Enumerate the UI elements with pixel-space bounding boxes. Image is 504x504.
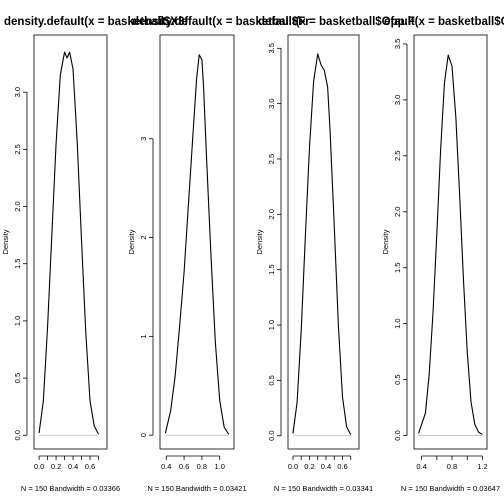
y-tick-label: 2.5 bbox=[267, 154, 276, 164]
y-tick-label: 1.5 bbox=[267, 264, 276, 274]
y-tick-label: 1.0 bbox=[13, 316, 22, 326]
y-tick-label: 1.5 bbox=[393, 263, 402, 273]
x-tick-label: 0.0 bbox=[34, 462, 44, 471]
plot-frame bbox=[287, 34, 360, 450]
y-tick-label: 2 bbox=[139, 235, 148, 239]
y-tick-label: 0.5 bbox=[267, 375, 276, 385]
density-curve bbox=[292, 53, 352, 435]
y-axis-label: Density bbox=[1, 229, 10, 254]
y-axis-label: Density bbox=[381, 229, 390, 254]
y-tick-label: 1.5 bbox=[13, 259, 22, 269]
y-tick-label: 2.5 bbox=[13, 144, 22, 154]
x-tick-label: 0.4 bbox=[68, 462, 78, 471]
y-axis-label: Density bbox=[127, 229, 136, 254]
plot-frame bbox=[159, 34, 235, 450]
y-tick-label: 2.0 bbox=[13, 201, 22, 211]
x-tick-label: 0.6 bbox=[337, 462, 347, 471]
density-panel-3: default(x = basketball$Opp.F 0.0 0.2 0.4 0.6… bbox=[255, 16, 415, 493]
y-tick-label: 0 bbox=[139, 433, 148, 437]
x-tick-label: 0.0 bbox=[288, 462, 298, 471]
x-tick-label: 0.2 bbox=[51, 462, 61, 471]
x-axis-label: N = 150 Bandwidth = 0.03366 bbox=[21, 484, 120, 493]
density-curve bbox=[38, 51, 99, 435]
y-tick-label: 0.0 bbox=[393, 430, 402, 440]
y-tick-label: 0.0 bbox=[267, 430, 276, 440]
x-tick-label: 0.6 bbox=[179, 462, 189, 471]
y-tick-label: 3.0 bbox=[13, 87, 22, 97]
x-tick-label: 1.0 bbox=[215, 462, 225, 471]
x-axis-label: N = 150 Bandwidth = 0.03421 bbox=[147, 484, 246, 493]
panel-title: density.default(x = basketball$Fr bbox=[132, 16, 310, 28]
y-tick-label: 3.0 bbox=[267, 98, 276, 108]
y-tick-label: 2.0 bbox=[393, 207, 402, 217]
plot-frame bbox=[413, 34, 488, 450]
y-tick-label: 3 bbox=[139, 137, 148, 141]
x-tick-label: 0.4 bbox=[321, 462, 331, 471]
y-tick-label: 0.0 bbox=[13, 430, 22, 440]
x-tick-label: 0.8 bbox=[197, 462, 207, 471]
y-tick-label: 0.5 bbox=[13, 373, 22, 383]
density-panel-2: density.default(x = basketball$Fr 0.4 0.6 0… bbox=[127, 16, 310, 493]
density-curve bbox=[418, 54, 483, 435]
x-tick-label: 0.6 bbox=[85, 462, 95, 471]
plot-frame bbox=[33, 34, 108, 450]
y-tick-label: 3.5 bbox=[267, 43, 276, 53]
x-tick-label: 0.4 bbox=[161, 462, 171, 471]
y-tick-label: 1.0 bbox=[267, 320, 276, 330]
x-tick-label: 0.4 bbox=[416, 462, 426, 471]
y-axis-label: Density bbox=[255, 229, 264, 254]
panel-title: efault(x = basketball$Opp. bbox=[384, 16, 504, 28]
panels-container: density.default(x = basketball$X3f 0.0 0.2… bbox=[1, 16, 504, 493]
density-panel-1: density.default(x = basketball$X3f 0.0 0.2… bbox=[1, 16, 188, 493]
y-tick-label: 3.0 bbox=[393, 95, 402, 105]
x-axis-label: N = 150 Bandwidth = 0.03647 bbox=[401, 484, 500, 493]
y-tick-label: 1.0 bbox=[393, 318, 402, 328]
density-curve bbox=[164, 54, 230, 435]
x-tick-label: 0.2 bbox=[304, 462, 314, 471]
x-axis-label: N = 150 Bandwidth = 0.03341 bbox=[274, 484, 373, 493]
density-panel-4: efault(x = basketball$Opp. 0.4 0.8 1.2 0.0 0.… bbox=[381, 16, 504, 493]
y-tick-label: 3.5 bbox=[393, 39, 402, 49]
x-tick-label: 1.2 bbox=[477, 462, 487, 471]
x-tick-label: 0.8 bbox=[447, 462, 457, 471]
panel-title: density.default(x = basketball$X3f bbox=[4, 16, 188, 28]
y-tick-label: 0.5 bbox=[393, 374, 402, 384]
panel-title: default(x = basketball$Opp.F bbox=[258, 16, 415, 28]
y-tick-label: 2.5 bbox=[393, 151, 402, 161]
y-tick-label: 2.0 bbox=[267, 209, 276, 219]
y-tick-label: 1 bbox=[139, 334, 148, 338]
